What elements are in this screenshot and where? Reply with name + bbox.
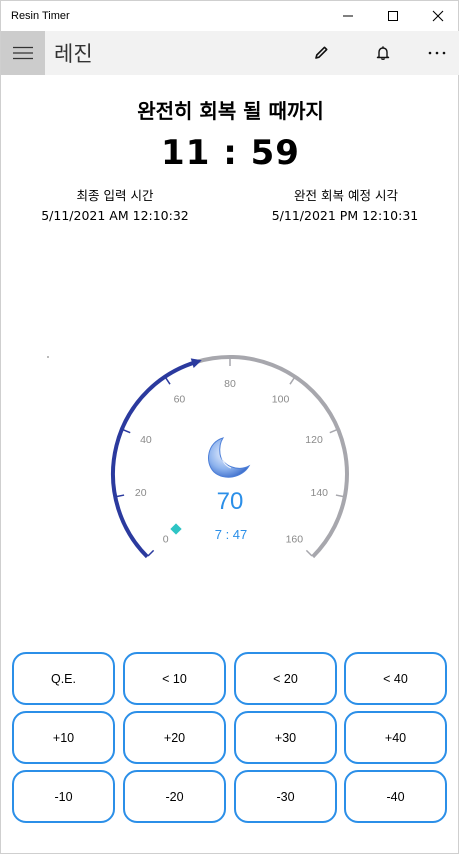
maximize-icon bbox=[387, 11, 398, 21]
subtract-40-button[interactable]: -40 bbox=[344, 770, 447, 823]
subtract-30-button[interactable]: -30 bbox=[234, 770, 337, 823]
full-recovery-value: 5/11/2021 PM 12:10:31 bbox=[271, 208, 419, 223]
minimize-icon bbox=[342, 15, 353, 17]
gauge-tick bbox=[305, 549, 313, 557]
pencil-icon bbox=[315, 46, 328, 59]
last-input-label: 최종 입력 시간 bbox=[76, 188, 154, 203]
gauge-tick-label: 60 bbox=[174, 393, 186, 405]
hamburger-icon bbox=[13, 46, 33, 60]
close-button[interactable] bbox=[415, 1, 459, 31]
gauge-labels: 0 20 40 60 80 100 120 140 160 bbox=[135, 378, 328, 545]
page-title: 레진 bbox=[54, 42, 93, 66]
set-below-10-button[interactable]: < 10 bbox=[123, 652, 226, 705]
countdown-timer: 11 : 59 bbox=[161, 133, 300, 173]
add-30-button[interactable]: +30 bbox=[234, 711, 337, 764]
gauge-sub-time: 7 : 47 bbox=[215, 527, 248, 542]
maximize-button[interactable] bbox=[370, 1, 415, 31]
gauge-tick-label: 0 bbox=[163, 533, 169, 545]
gauge-tick-label: 80 bbox=[224, 378, 236, 390]
add-10-button[interactable]: +10 bbox=[12, 711, 115, 764]
last-input-value: 5/11/2021 AM 12:10:32 bbox=[41, 208, 189, 223]
menu-button[interactable] bbox=[1, 31, 45, 75]
window-title: Resin Timer bbox=[11, 10, 70, 22]
gauge-tick-label: 100 bbox=[272, 393, 290, 405]
add-40-button[interactable]: +40 bbox=[344, 711, 447, 764]
gauge-tick-label: 40 bbox=[140, 434, 152, 446]
gauge-tick-label: 160 bbox=[286, 533, 304, 545]
notification-button[interactable] bbox=[352, 31, 414, 75]
more-icon bbox=[428, 51, 446, 55]
gauge-tick-label: 20 bbox=[135, 487, 147, 499]
subtract-20-button[interactable]: -20 bbox=[123, 770, 226, 823]
gauge-tick bbox=[147, 549, 155, 557]
gauge-fill bbox=[111, 358, 202, 559]
gauge-tick bbox=[329, 428, 338, 434]
gauge-pointer bbox=[190, 358, 202, 368]
add-20-button[interactable]: +20 bbox=[123, 711, 226, 764]
edit-button[interactable] bbox=[290, 31, 352, 75]
gauge-tick bbox=[116, 494, 125, 498]
recovery-heading: 완전히 회복 될 때까지 bbox=[137, 99, 324, 123]
crescent-moon-icon bbox=[208, 437, 251, 478]
app-bar: 레진 bbox=[1, 31, 459, 75]
title-bar: Resin Timer bbox=[1, 1, 459, 31]
quick-edit-button[interactable]: Q.E. bbox=[12, 652, 115, 705]
resin-gauge[interactable]: 0 20 40 60 80 100 120 140 160 70 7 : 47 bbox=[100, 346, 360, 586]
gauge-track bbox=[195, 355, 349, 559]
set-below-40-button[interactable]: < 40 bbox=[344, 652, 447, 705]
minimize-button[interactable] bbox=[325, 1, 370, 31]
gauge-tick-label: 120 bbox=[305, 434, 323, 446]
gauge-track-arc bbox=[195, 355, 349, 559]
bell-icon bbox=[376, 46, 390, 60]
gauge-tick-label: 140 bbox=[310, 487, 328, 499]
close-icon bbox=[432, 10, 443, 22]
gauge-ticks bbox=[116, 358, 344, 557]
gauge-tick bbox=[164, 377, 171, 385]
full-recovery-label: 완전 회복 예정 시각 bbox=[294, 188, 398, 203]
gauge-fill-arc bbox=[111, 360, 197, 559]
gauge-tick bbox=[289, 377, 296, 385]
more-options-button[interactable] bbox=[414, 31, 459, 75]
start-marker bbox=[170, 523, 182, 535]
gauge-tick bbox=[122, 428, 131, 434]
stray-dot bbox=[47, 356, 49, 358]
subtract-10-button[interactable]: -10 bbox=[12, 770, 115, 823]
gauge-tick bbox=[335, 494, 344, 498]
gauge-value: 70 bbox=[217, 488, 244, 515]
set-below-20-button[interactable]: < 20 bbox=[234, 652, 337, 705]
